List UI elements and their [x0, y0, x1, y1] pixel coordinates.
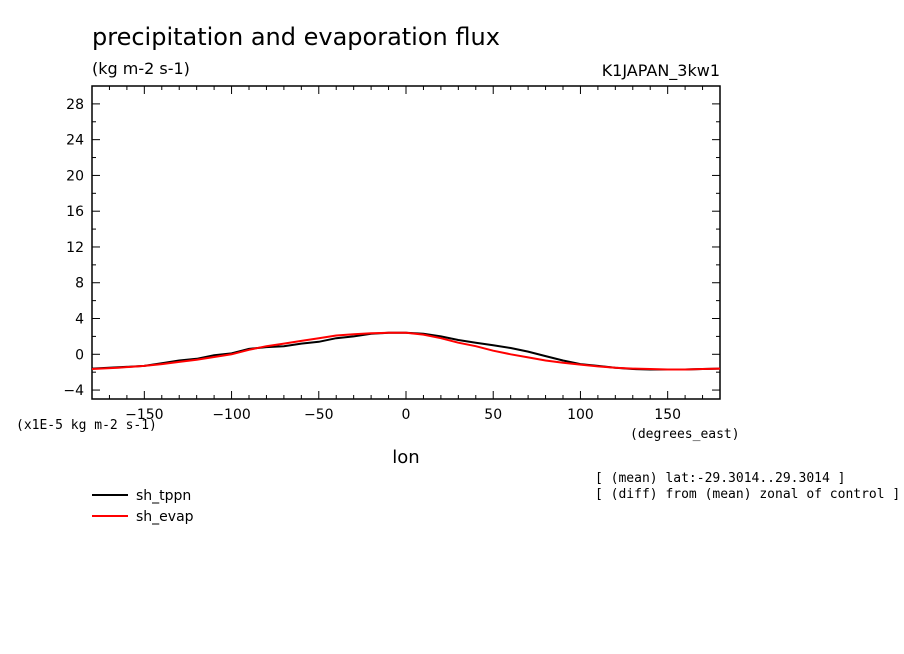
- dataset-label: K1JAPAN_3kw1: [602, 61, 720, 81]
- y-tick-label: 16: [66, 204, 84, 220]
- legend-label-sh_evap: sh_evap: [136, 509, 194, 525]
- annotation-mean: [ (mean) lat:-29.3014..29.3014 ]: [595, 471, 845, 486]
- y-tick-label: 12: [66, 240, 84, 256]
- y-tick-label: 28: [66, 97, 84, 113]
- x-tick-label: −150: [125, 407, 163, 423]
- y-tick-label: 8: [75, 276, 84, 292]
- legend: sh_tppn sh_evap: [92, 488, 194, 525]
- series-line-sh_evap: [91, 331, 721, 371]
- series-line-sh_tppn: [91, 331, 721, 371]
- y-tick-label: 24: [66, 133, 84, 149]
- y-scale-label: (x1E-5 kg m-2 s-1): [16, 418, 157, 433]
- y-tick-label: 4: [75, 312, 84, 328]
- x-tick-label: −50: [304, 407, 334, 423]
- plot-area: −150 −100 −50 0 50 100 150 −4 0 4 8 12 16 20 24 28: [63, 85, 721, 423]
- y-tick-label: −4: [63, 383, 84, 399]
- chart-title: precipitation and evaporation flux: [92, 23, 500, 51]
- x-tick-label: −100: [212, 407, 250, 423]
- chart-units: (kg m-2 s-1): [92, 59, 190, 78]
- y-tick-label: 0: [75, 347, 84, 363]
- annotation-diff: [ (diff) from (mean) zonal of control ]: [595, 487, 900, 502]
- x-tick-label: 50: [484, 407, 502, 423]
- x-tick-label: 150: [654, 407, 681, 423]
- y-tick-label: 20: [66, 168, 84, 184]
- plot-frame: [91, 85, 721, 400]
- legend-label-sh_tppn: sh_tppn: [136, 488, 191, 504]
- x-tick-label: 100: [567, 407, 594, 423]
- x-axis-label: lon: [392, 447, 419, 468]
- x-tick-label: 0: [402, 407, 411, 423]
- x-units-label: (degrees_east): [630, 427, 740, 442]
